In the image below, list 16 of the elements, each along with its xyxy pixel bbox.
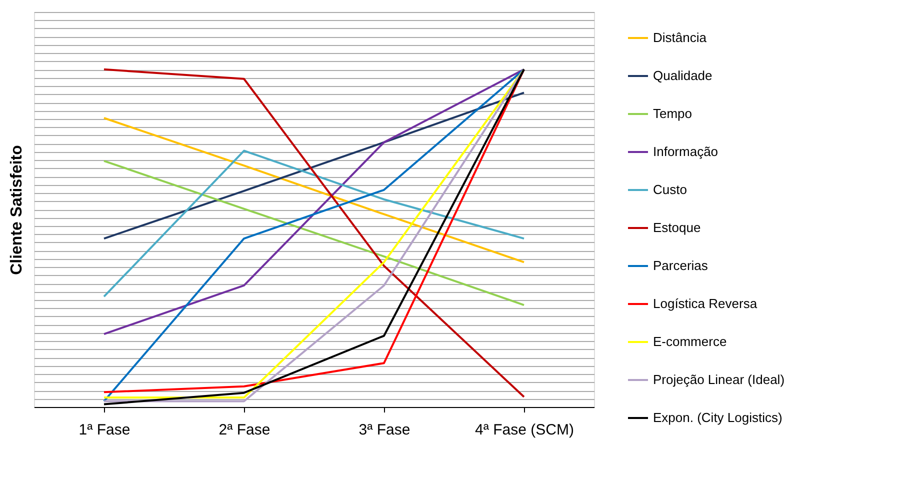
legend-label: Expon. (City Logistics) xyxy=(653,410,782,425)
legend-label: Distância xyxy=(653,30,708,45)
legend-label: Projeção Linear (Ideal) xyxy=(653,372,785,387)
legend-label: Informação xyxy=(653,144,718,159)
x-tick-label: 3ª Fase xyxy=(358,422,410,438)
legend-label: Logística Reversa xyxy=(653,296,758,311)
legend-label: Tempo xyxy=(653,106,692,121)
x-tick-label: 2ª Fase xyxy=(218,422,270,438)
legend-label: Estoque xyxy=(653,220,701,235)
legend-label: Parcerias xyxy=(653,258,708,273)
legend-label: Qualidade xyxy=(653,68,712,83)
y-axis-title: Cliente Satisfeito xyxy=(8,144,26,275)
legend-label: E-commerce xyxy=(653,334,727,349)
legend-label: Custo xyxy=(653,182,687,197)
x-tick-label: 4ª Fase (SCM) xyxy=(475,422,574,438)
x-tick-label: 1ª Fase xyxy=(78,422,130,438)
